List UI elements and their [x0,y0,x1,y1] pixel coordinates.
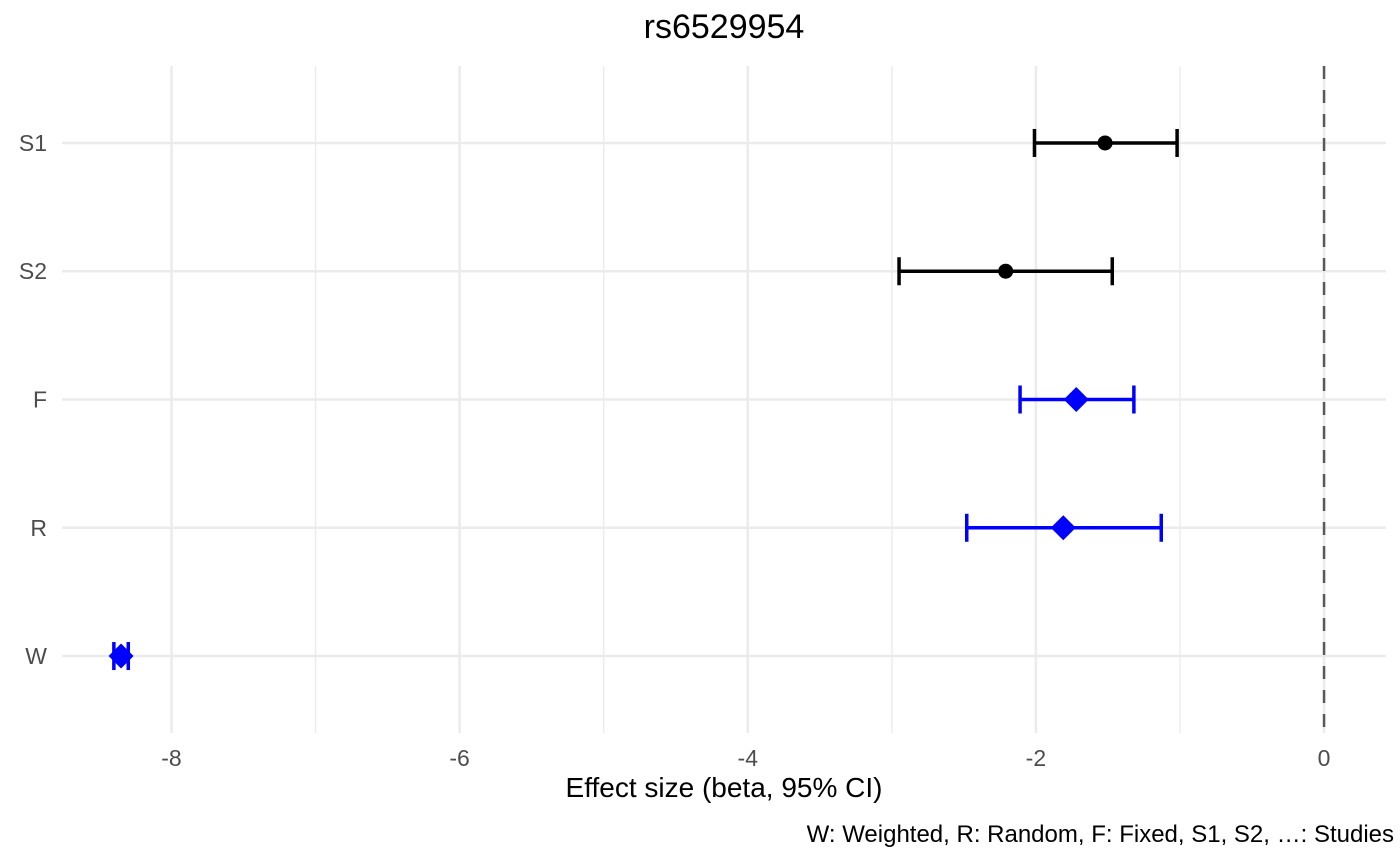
point-marker-R [1050,515,1076,541]
x-axis-tick-label: -2 [1026,745,1046,771]
x-axis-tick-label: -4 [738,745,759,771]
x-axis-title: Effect size (beta, 95% CI) [565,772,883,803]
x-axis-tick-label: -8 [161,745,181,771]
x-axis-tick-label: -6 [449,745,469,771]
y-axis-label-S1: S1 [19,130,47,156]
x-axis-tick-label: 0 [1318,745,1331,771]
y-axis-label-F: F [33,387,47,413]
plot-caption: W: Weighted, R: Random, F: Fixed, S1, S2… [806,821,1394,848]
y-axis-label-S2: S2 [19,258,47,284]
y-axis-label-W: W [25,643,47,669]
point-marker-W [108,643,134,669]
point-marker-S2 [998,263,1014,279]
point-marker-F [1063,387,1089,412]
plot-title: rs6529954 [643,8,805,46]
point-marker-S1 [1097,135,1113,151]
y-axis-label-R: R [30,515,47,541]
